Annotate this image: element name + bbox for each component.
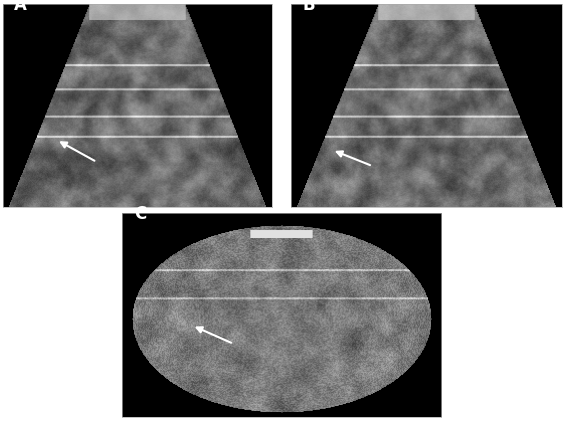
Text: A: A [14,0,27,14]
Text: C: C [135,205,147,223]
Text: B: B [302,0,315,14]
